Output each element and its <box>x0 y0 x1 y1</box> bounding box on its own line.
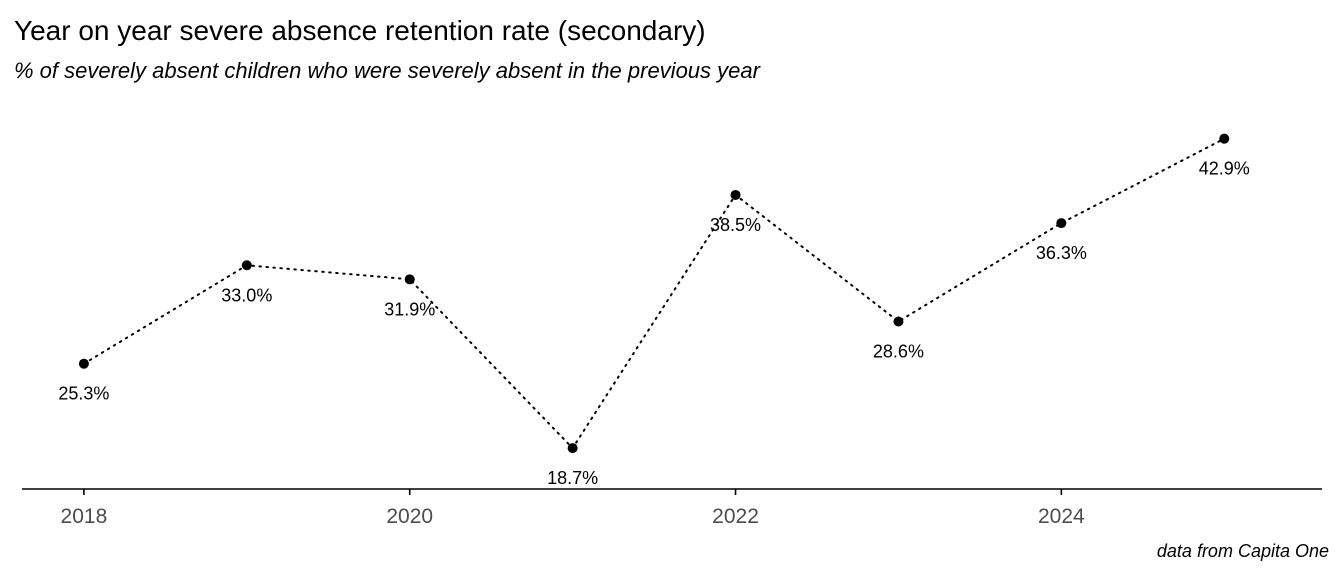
data-labels: 25.3% 33.0% 31.9% 18.7% 38.5% 28.6% 36.3% 42.9% <box>58 159 1249 488</box>
x-axis-ticks: 2018 2020 2022 2024 <box>61 489 1085 528</box>
data-point <box>893 316 904 327</box>
chart-subtitle: % of severely absent children who were s… <box>14 58 762 83</box>
data-points <box>78 133 1230 454</box>
data-point <box>730 189 741 200</box>
data-point <box>1056 218 1067 229</box>
data-point <box>1219 133 1230 144</box>
data-label: 33.0% <box>221 285 272 305</box>
chart-title: Year on year severe absence retention ra… <box>14 15 706 46</box>
data-point <box>567 443 578 454</box>
data-point <box>404 274 415 285</box>
data-label: 42.9% <box>1199 159 1250 179</box>
series-line <box>82 137 1226 450</box>
data-label: 36.3% <box>1036 243 1087 263</box>
data-point <box>78 358 89 369</box>
x-tick-label: 2024 <box>1038 505 1085 528</box>
data-label: 25.3% <box>58 384 109 404</box>
data-label: 38.5% <box>710 215 761 235</box>
data-label: 28.6% <box>873 342 924 362</box>
x-tick-label: 2018 <box>61 505 108 528</box>
data-label: 18.7% <box>547 468 598 488</box>
chart-caption: data from Capita One <box>1157 541 1329 561</box>
x-tick-label: 2022 <box>712 505 759 528</box>
data-point <box>241 260 252 271</box>
data-label: 31.9% <box>384 299 435 319</box>
x-tick-label: 2020 <box>386 505 433 528</box>
